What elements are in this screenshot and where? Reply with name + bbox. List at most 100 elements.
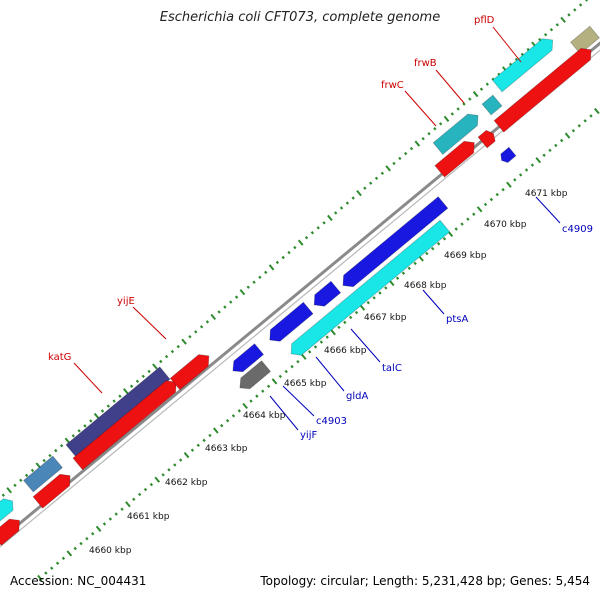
outer-tick — [427, 132, 431, 136]
leader-pfld — [492, 26, 522, 63]
inner-tick — [476, 206, 483, 213]
inner-tick — [266, 384, 271, 388]
outer-tick — [181, 338, 187, 345]
scale-labels: 4660 kbp 4661 kbp 4662 kbp 4663 kbp 4664 kbp… — [89, 189, 568, 556]
outer-tick — [93, 412, 100, 420]
inner-tick — [354, 310, 359, 315]
outer-tick — [170, 349, 175, 354]
inner-tick — [231, 414, 236, 418]
inner-tick — [564, 132, 571, 139]
inner-tick — [278, 374, 283, 379]
inner-tick — [255, 394, 259, 398]
gene-upstream-olive — [570, 25, 600, 55]
outer-tick — [83, 424, 87, 428]
gene-label-ptsa: ptsA — [446, 314, 468, 325]
inner-tick — [319, 340, 324, 344]
inner-tick — [225, 418, 230, 423]
outer-tick — [281, 255, 285, 260]
gene-label-talc: talC — [382, 363, 402, 374]
outer-tick — [129, 384, 134, 388]
outer-tick — [268, 264, 275, 271]
outer-tick — [356, 190, 362, 197]
gene-frwb — [481, 94, 503, 116]
inner-tick — [535, 157, 542, 164]
outer-tick — [549, 28, 554, 32]
outer-tick — [122, 388, 129, 395]
outer-tick — [578, 3, 583, 7]
gene-ptsa — [342, 196, 449, 288]
inner-tick — [196, 443, 200, 447]
gene-katg — [65, 366, 171, 458]
inner-tick — [401, 271, 406, 275]
gene-label-pfld: pflD — [474, 15, 495, 26]
outer-tick — [229, 300, 233, 304]
inner-tick — [330, 329, 336, 336]
inner-tick — [202, 438, 206, 443]
outer-tick — [433, 127, 437, 131]
outer-tick — [54, 448, 58, 453]
outer-tick — [6, 487, 12, 494]
inner-tick — [85, 536, 89, 541]
inner-tick — [114, 512, 118, 516]
inner-tick — [154, 476, 161, 483]
gene-gldA-block — [269, 301, 314, 342]
outer-tick — [538, 37, 542, 42]
gene-c4909 — [500, 146, 517, 163]
inner-tick — [167, 468, 171, 472]
outer-tick — [479, 87, 484, 91]
inner-tick — [66, 550, 73, 557]
inner-tick — [50, 566, 54, 570]
outer-tick — [462, 102, 466, 106]
scale-label: 4669 kbp — [444, 251, 487, 261]
scale-label: 4660 kbp — [89, 546, 132, 556]
inner-tick — [108, 517, 113, 521]
outer-tick — [71, 434, 75, 438]
inner-tick — [384, 286, 388, 290]
inner-tick — [524, 168, 529, 172]
inner-tick-track — [37, 107, 600, 582]
inner-tick — [120, 507, 124, 511]
gene-yijf-small — [232, 343, 265, 373]
outer-tick — [322, 221, 326, 225]
gene-red-small — [477, 129, 496, 149]
outer-tick — [19, 478, 23, 483]
inner-tick — [173, 463, 177, 467]
inner-tick — [577, 124, 581, 128]
inner-tick — [44, 571, 48, 575]
outer-tick — [310, 231, 315, 235]
leader-frwb — [435, 69, 465, 104]
inner-tick — [208, 433, 212, 438]
gene-label-glda: gldA — [346, 391, 368, 402]
scale-label: 4661 kbp — [127, 512, 170, 522]
gene-frwc — [432, 113, 479, 155]
inner-tick — [143, 487, 148, 492]
inner-tick — [571, 128, 576, 133]
gene-pfld — [491, 38, 554, 93]
outer-tick — [199, 325, 204, 329]
inner-tick — [594, 107, 600, 115]
outer-tick — [385, 165, 391, 172]
outer-tick — [118, 394, 122, 398]
inner-tick — [337, 325, 341, 330]
outer-tick — [369, 181, 373, 185]
outer-tick — [485, 82, 489, 86]
leader-frwc — [404, 90, 437, 127]
gene-label-frwb: frwB — [414, 58, 437, 69]
gene-steel — [23, 455, 63, 493]
outer-tick — [275, 260, 280, 265]
inner-tick — [513, 178, 517, 182]
inner-tick — [313, 345, 318, 349]
inner-tick — [284, 369, 288, 374]
inner-tick — [271, 378, 278, 385]
outer-tick — [258, 275, 262, 280]
outer-tick — [543, 32, 548, 37]
accession-text: Accession: NC_004431 — [10, 574, 147, 588]
outer-tick — [48, 453, 52, 458]
gene-cyan-reverse — [290, 219, 451, 356]
outer-tick — [24, 473, 29, 478]
inner-tick — [37, 574, 43, 582]
gene-grey — [239, 360, 272, 390]
inner-tick — [343, 320, 347, 325]
